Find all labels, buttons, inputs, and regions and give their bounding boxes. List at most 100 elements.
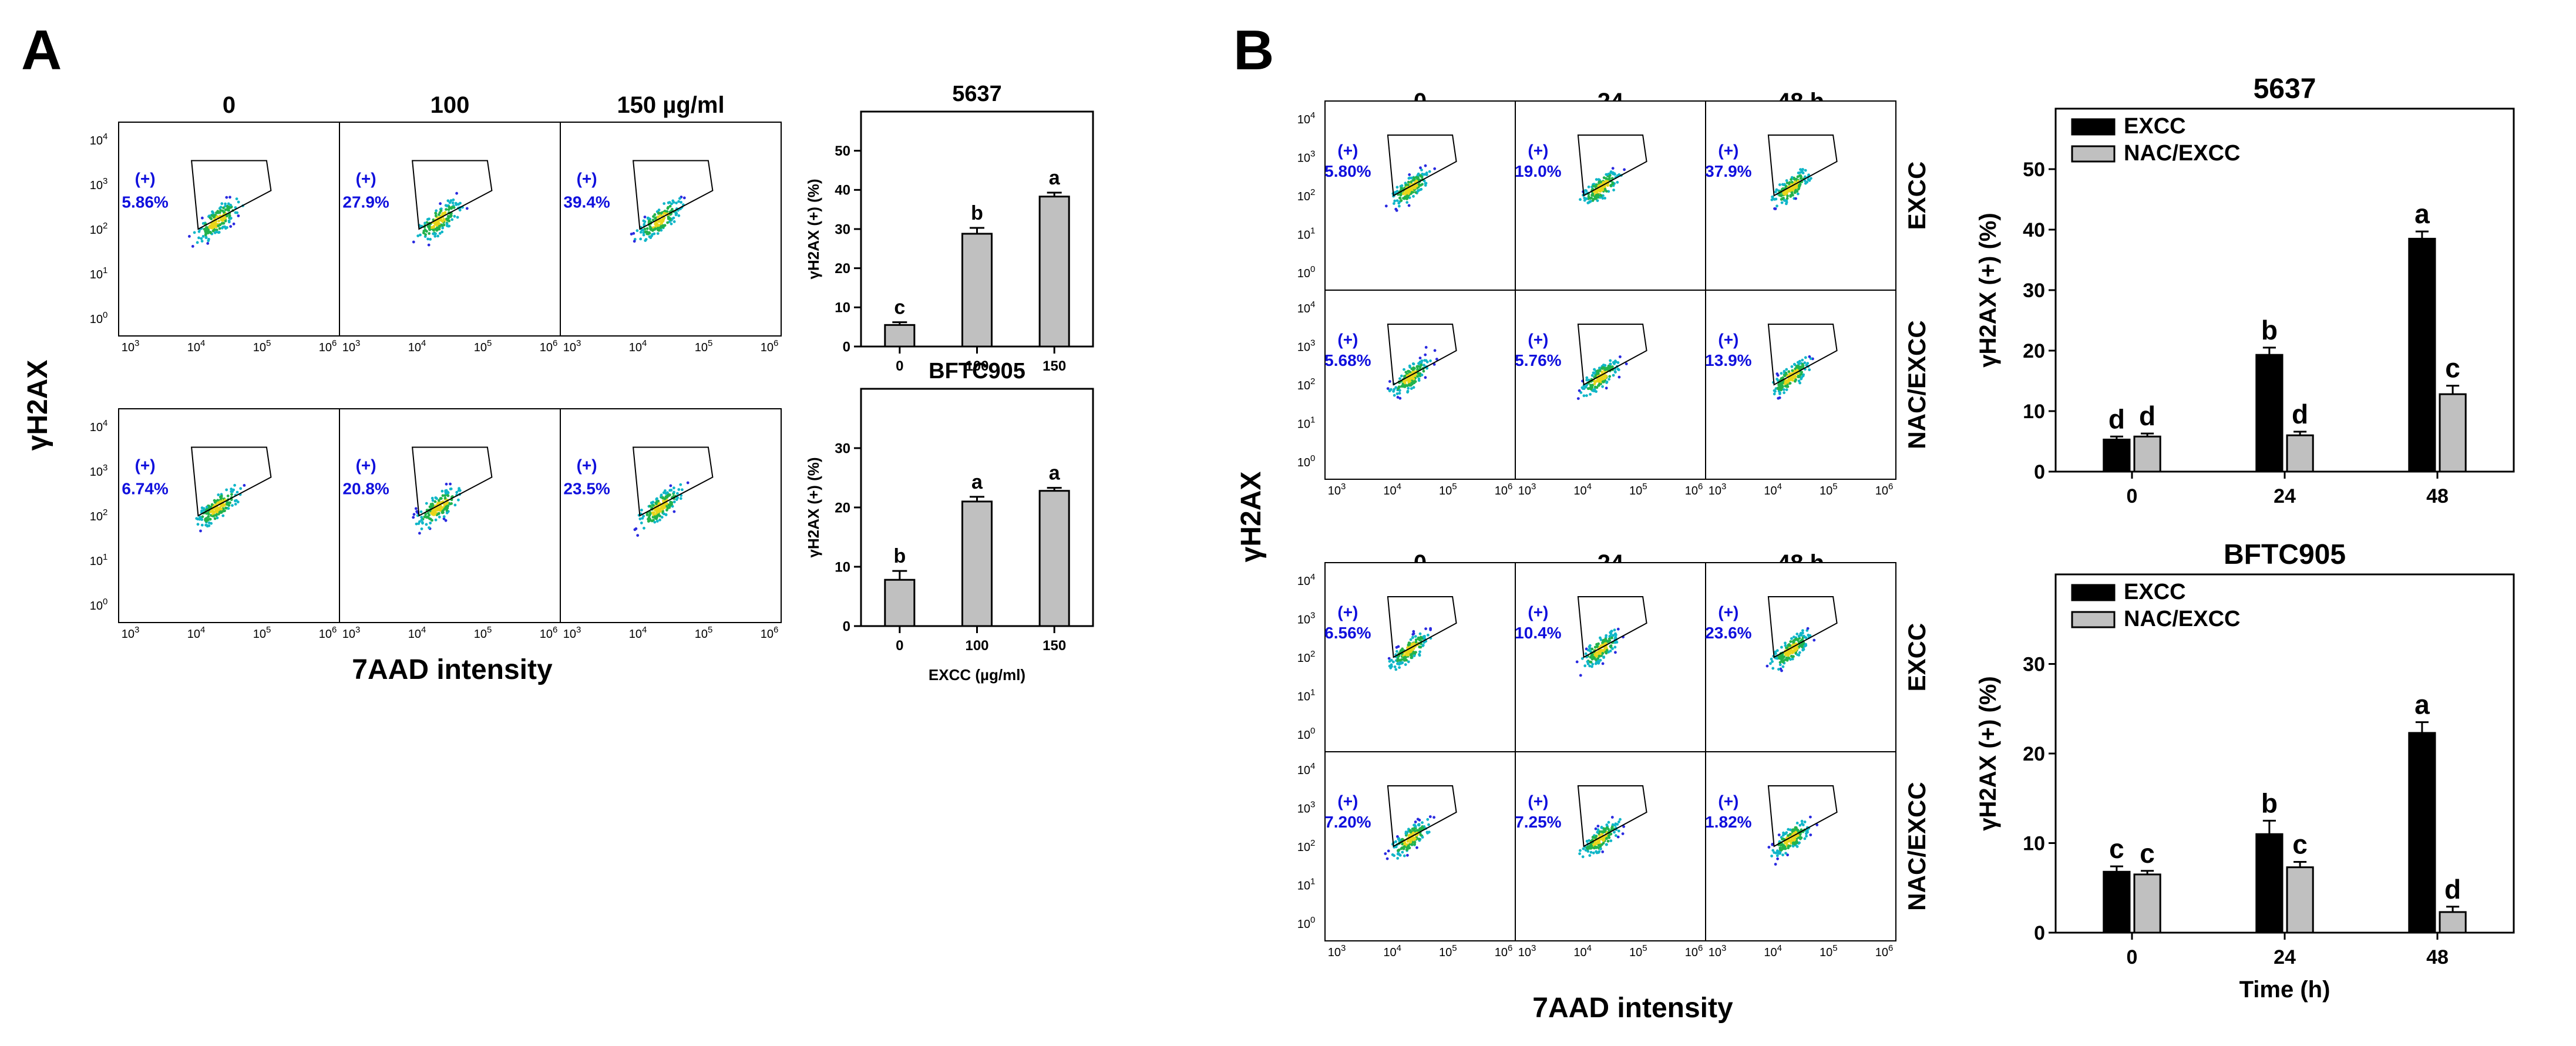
- event-dot: [423, 221, 426, 225]
- y-tick-label: 102: [1297, 187, 1316, 203]
- gate-label: (+): [135, 170, 156, 188]
- event-dot: [195, 517, 199, 520]
- gate-polygon: [1767, 134, 1838, 197]
- x-tick-label: 105: [253, 625, 271, 641]
- bar: [884, 324, 916, 348]
- event-dot: [1777, 396, 1780, 400]
- event-dot: [205, 519, 208, 523]
- event-dot: [1403, 368, 1405, 371]
- event-dot: [219, 208, 223, 212]
- event-dot: [648, 504, 652, 508]
- flow-plot-frame: [1324, 751, 1516, 941]
- event-dot: [1601, 197, 1605, 200]
- x-tick-label: 103: [342, 625, 361, 641]
- event-dot: [1407, 643, 1410, 647]
- event-dot: [1803, 361, 1807, 365]
- event-dot: [1579, 674, 1582, 677]
- flow-plot-frame: [339, 122, 561, 337]
- event-dot: [1612, 189, 1616, 191]
- event-dot: [1412, 630, 1415, 633]
- event-dot: [1423, 637, 1427, 640]
- event-dot: [211, 226, 214, 230]
- event-dot: [1609, 839, 1613, 842]
- event-dot: [1422, 641, 1426, 644]
- y-tick-label: 0: [2034, 922, 2045, 944]
- event-dot: [412, 513, 416, 516]
- event-dot: [1419, 174, 1422, 177]
- bar: [2439, 393, 2467, 473]
- flow-plot: (+) 19.0%: [1515, 100, 1706, 291]
- event-dot: [207, 230, 210, 233]
- x-tick-label: 100: [965, 358, 988, 374]
- event-dot: [665, 509, 668, 512]
- event-dot: [212, 514, 215, 518]
- event-dot: [1576, 397, 1580, 400]
- event-dot: [1794, 826, 1798, 829]
- event-dot: [664, 492, 668, 495]
- event-dot: [1401, 661, 1404, 664]
- y-tick-label: 30: [2023, 653, 2045, 675]
- event-dot: [441, 226, 445, 230]
- event-dot: [1598, 843, 1601, 847]
- event-dot: [1590, 653, 1594, 656]
- event-dot: [1412, 632, 1415, 635]
- event-dot: [672, 486, 675, 490]
- x-tick-label: 104: [187, 338, 206, 354]
- event-dot: [1419, 188, 1422, 191]
- event-dot: [1580, 657, 1584, 660]
- event-dot: [1589, 393, 1592, 396]
- event-dot: [191, 245, 194, 248]
- event-dot: [442, 223, 446, 227]
- event-dot: [1798, 823, 1802, 827]
- event-dot: [201, 216, 204, 220]
- event-dot: [1796, 638, 1800, 642]
- flow-cytometry-layer: 0 100 150 µg/ml(+)5.86%(+)27.9%(+)39.4%100…: [22, 89, 1931, 1024]
- event-dot: [1414, 837, 1417, 840]
- x-tick-label: 103: [563, 338, 581, 354]
- event-dot: [426, 237, 429, 241]
- gate-label: (+): [1718, 603, 1738, 621]
- event-dot: [220, 504, 223, 507]
- x-tick-label: 105: [1820, 943, 1838, 959]
- event-dot: [1617, 820, 1620, 823]
- event-dot: [433, 509, 436, 512]
- event-dot: [1605, 837, 1608, 840]
- event-dot: [436, 226, 439, 230]
- event-dot: [1806, 627, 1810, 630]
- event-dot: [224, 217, 227, 220]
- event-dot: [444, 204, 448, 207]
- x-tick-label: 105: [1629, 943, 1647, 959]
- event-dot: [420, 518, 423, 522]
- event-dot: [1593, 845, 1597, 849]
- event-dot: [1401, 382, 1405, 386]
- event-dot: [1800, 819, 1804, 823]
- x-tick-label: 106: [319, 625, 337, 641]
- event-dot: [1435, 358, 1438, 361]
- legend: EXCC NAC/EXCC: [2071, 580, 2240, 631]
- event-dot: [1404, 663, 1407, 666]
- event-dot: [654, 217, 657, 220]
- event-dot: [243, 484, 246, 487]
- chart-title: BFTC905: [929, 359, 1025, 384]
- event-dot: [676, 492, 679, 495]
- event-dot: [1784, 842, 1787, 845]
- bar: [961, 233, 993, 348]
- event-dot: [1433, 167, 1437, 170]
- event-dot: [430, 226, 433, 229]
- event-dot: [205, 512, 208, 515]
- event-dot: [1781, 833, 1785, 837]
- x-tick-label: 105: [1439, 943, 1457, 959]
- flow-plot: (+) 7.20%: [1324, 751, 1516, 941]
- event-dot: [655, 509, 658, 513]
- event-dot: [1419, 645, 1422, 649]
- gate-percent: 19.0%: [1515, 162, 1561, 180]
- event-dot: [227, 202, 230, 206]
- x-tick-label: 103: [563, 625, 581, 641]
- event-dot: [1800, 376, 1804, 379]
- event-dot: [1799, 174, 1802, 177]
- event-dot: [1593, 843, 1597, 846]
- event-dot: [653, 213, 657, 216]
- event-dot: [434, 496, 438, 499]
- significance-label: a: [2414, 690, 2430, 720]
